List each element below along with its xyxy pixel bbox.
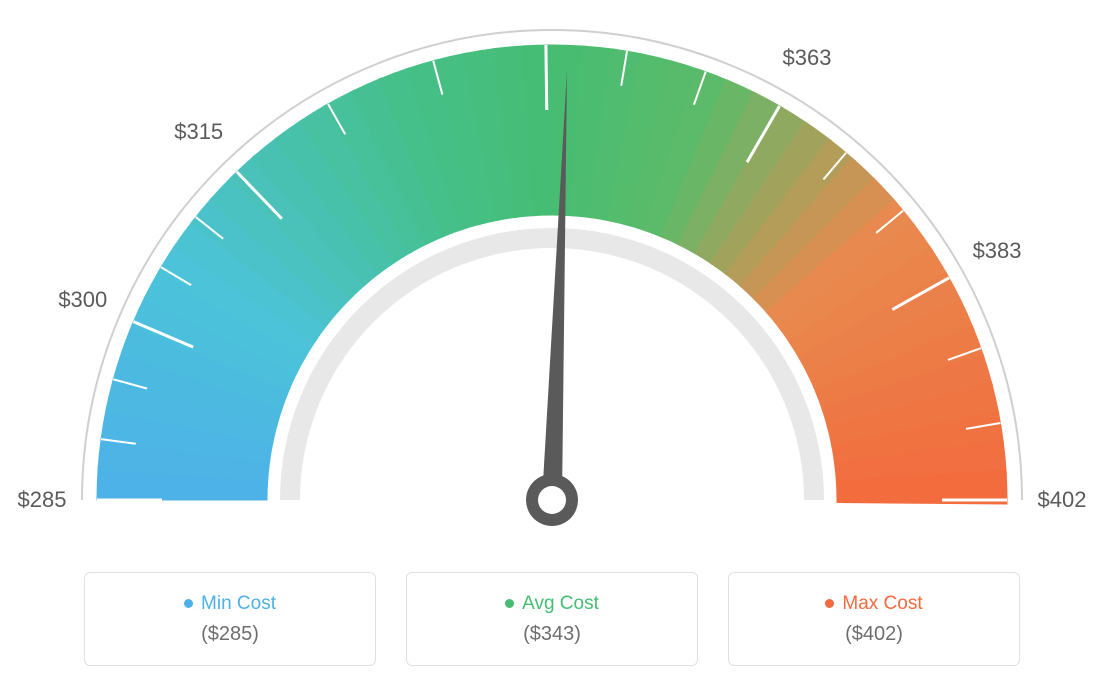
tick-label: $315: [174, 119, 223, 145]
tick-label: $285: [18, 487, 67, 513]
tick-label: $300: [58, 287, 107, 313]
legend-card-avg: Avg Cost ($343): [406, 572, 698, 666]
legend-label-avg: Avg Cost: [522, 593, 599, 615]
legend-label-max: Max Cost: [842, 593, 922, 615]
legend-value-min: ($285): [201, 623, 259, 646]
legend-dot-avg: [505, 599, 514, 608]
legend-card-max: Max Cost ($402): [728, 572, 1020, 666]
legend-value-max: ($402): [845, 623, 903, 646]
legend-label-min: Min Cost: [201, 593, 276, 615]
legend-row: Min Cost ($285) Avg Cost ($343) Max Cost…: [0, 572, 1104, 666]
legend-title-avg: Avg Cost: [505, 593, 599, 615]
needle-hub-inner: [538, 486, 566, 514]
legend-card-min: Min Cost ($285): [84, 572, 376, 666]
tick-label: $383: [973, 238, 1022, 264]
legend-dot-max: [825, 599, 834, 608]
legend-title-max: Max Cost: [825, 593, 922, 615]
major-tick: [546, 45, 547, 110]
tick-label: $402: [1038, 487, 1087, 513]
legend-value-avg: ($343): [523, 623, 581, 646]
gauge-svg: [0, 0, 1104, 560]
gauge-chart: $285 $300 $315 $343 $363 $383 $402: [0, 0, 1104, 560]
tick-label: $343: [521, 0, 570, 3]
tick-label: $363: [783, 45, 832, 71]
legend-dot-min: [184, 599, 193, 608]
legend-title-min: Min Cost: [184, 593, 276, 615]
